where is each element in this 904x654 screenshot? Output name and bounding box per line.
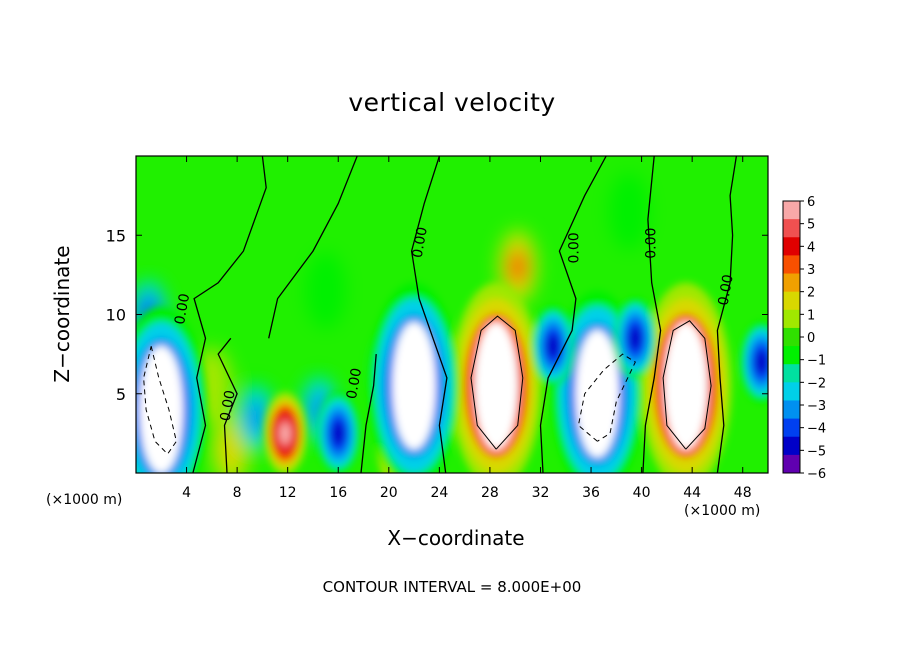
contour-labels: 0.00 0.00 0.00 0.00 0.00 0.00 0.00 bbox=[172, 226, 737, 423]
colorbar-swatch bbox=[783, 201, 800, 220]
field-band bbox=[279, 423, 291, 444]
x-tick-label: 12 bbox=[279, 485, 297, 501]
colorbar-tick-label: −4 bbox=[807, 422, 826, 437]
colorbar-swatch bbox=[783, 219, 800, 238]
zero-contour bbox=[268, 156, 358, 339]
x-tick-label: 20 bbox=[380, 485, 398, 501]
x-axis: 4 8 12 16 20 24 28 32 36 40 44 48 bbox=[182, 156, 752, 501]
x-multiplier-right: (×1000 m) bbox=[684, 503, 761, 519]
field-band bbox=[546, 334, 560, 358]
colorbar-tick-label: 1 bbox=[807, 308, 815, 323]
downdraft-cell bbox=[316, 392, 360, 473]
colorbar-tick-label: −2 bbox=[807, 376, 826, 391]
zero-contour bbox=[360, 354, 377, 473]
field-band bbox=[247, 400, 266, 435]
downdraft-cell bbox=[531, 304, 575, 388]
colorbar: 6 5 4 3 2 1 0 −1 −2 −3 −4 −5 −6 bbox=[782, 195, 826, 482]
colorbar-tick-label: −1 bbox=[807, 354, 826, 369]
y-tick-label: 5 bbox=[116, 385, 126, 404]
colorbar-swatch bbox=[783, 400, 800, 420]
zero-contour bbox=[662, 320, 712, 450]
contour-label: 0.00 bbox=[644, 228, 660, 259]
colorbar-tick-label: −3 bbox=[807, 399, 826, 414]
x-axis-label: X−coordinate bbox=[387, 526, 525, 550]
colorbar-swatch bbox=[783, 418, 800, 438]
zero-contour bbox=[577, 353, 636, 442]
x-tick-label: 24 bbox=[430, 485, 448, 501]
zero-contour bbox=[539, 156, 607, 473]
downdraft-cell bbox=[740, 320, 768, 404]
y-tick-label: 15 bbox=[106, 226, 126, 245]
y-axis: 5 10 15 bbox=[106, 226, 768, 404]
updraft-cell bbox=[497, 228, 538, 305]
downdraft-cell bbox=[368, 282, 460, 473]
colorbar-swatch bbox=[783, 364, 800, 383]
field-band bbox=[508, 250, 527, 284]
contour-interval-note: CONTOUR INTERVAL = 8.000E+00 bbox=[322, 578, 582, 596]
colorbar-tick-label: 4 bbox=[807, 240, 815, 255]
contour-label: 0.00 bbox=[172, 292, 193, 325]
zero-contour bbox=[192, 156, 267, 473]
downdraft-cell bbox=[608, 173, 650, 250]
x-tick-label: 16 bbox=[329, 485, 347, 501]
colorbar-swatch bbox=[783, 309, 800, 329]
colorbar-tick-label: −5 bbox=[807, 444, 826, 459]
updraft-cell bbox=[640, 282, 732, 473]
colorbar-swatch bbox=[783, 255, 800, 275]
field-band bbox=[332, 421, 345, 446]
updraft-cell bbox=[450, 282, 542, 473]
colorbar-tick-label: 6 bbox=[807, 195, 815, 210]
field-band bbox=[305, 252, 346, 329]
zero-contour bbox=[410, 156, 448, 473]
x-tick-label: 32 bbox=[532, 485, 550, 501]
saturated-core bbox=[139, 345, 184, 473]
downdraft-cell bbox=[613, 297, 657, 380]
x-tick-label: 4 bbox=[182, 485, 191, 501]
saturated-core bbox=[663, 321, 708, 450]
colorbar-swatch bbox=[783, 291, 800, 311]
contour-label: 0.00 bbox=[410, 226, 431, 259]
saturated-core bbox=[392, 321, 436, 450]
colorbar-swatch bbox=[783, 237, 800, 256]
downdraft-cell bbox=[136, 306, 207, 473]
contour-label: 0.00 bbox=[344, 367, 365, 400]
contour-label: 0.00 bbox=[566, 232, 582, 263]
x-tick-label: 36 bbox=[582, 485, 600, 501]
zero-contour bbox=[716, 156, 738, 473]
colorbar-swatch bbox=[783, 273, 800, 293]
colorbar-swatch bbox=[783, 454, 800, 474]
colorbar-swatch bbox=[783, 327, 800, 347]
colorbar-swatch bbox=[783, 346, 800, 365]
contour-label: 0.00 bbox=[218, 389, 239, 422]
heatmap-field bbox=[136, 156, 768, 473]
colorbar-tick-label: 0 bbox=[807, 331, 815, 346]
colorbar-swatch bbox=[783, 436, 800, 456]
zero-contour bbox=[642, 156, 662, 473]
colorbar-swatch bbox=[783, 382, 800, 401]
field-band bbox=[755, 350, 768, 374]
y-tick-label: 10 bbox=[106, 306, 126, 325]
colorbar-tick-label: 5 bbox=[807, 218, 815, 233]
x-tick-label: 28 bbox=[481, 485, 499, 501]
downdraft-cell bbox=[305, 252, 346, 329]
colorbar-tick-label: −6 bbox=[807, 467, 826, 482]
x-tick-label: 48 bbox=[734, 485, 752, 501]
saturated-core bbox=[474, 321, 519, 450]
updraft-cell bbox=[263, 392, 307, 473]
field-band bbox=[608, 173, 650, 250]
field-band bbox=[629, 326, 642, 351]
chart-title: vertical velocity bbox=[348, 88, 556, 117]
x-multiplier-left: (×1000 m) bbox=[46, 492, 123, 508]
x-tick-label: 8 bbox=[233, 485, 242, 501]
colorbar-tick-label: 2 bbox=[807, 286, 815, 301]
x-tick-label: 40 bbox=[633, 485, 651, 501]
x-tick-label: 44 bbox=[683, 485, 701, 501]
zero-contour bbox=[470, 315, 524, 450]
y-axis-label: Z−coordinate bbox=[50, 245, 74, 383]
colorbar-tick-label: 3 bbox=[807, 263, 815, 278]
contour-label: 0.00 bbox=[716, 273, 737, 306]
zero-contour bbox=[217, 337, 238, 473]
saturated-core bbox=[575, 329, 620, 458]
